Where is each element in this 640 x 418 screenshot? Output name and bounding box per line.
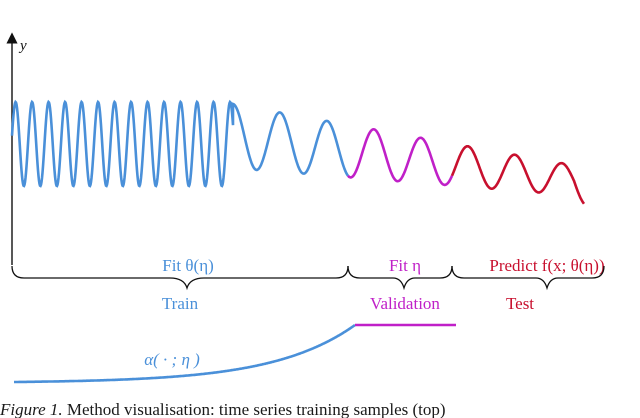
train-label: Train	[162, 294, 199, 313]
figure-caption-text: Method visualisation: time series traini…	[66, 400, 446, 418]
test-signal-series	[450, 145, 586, 205]
validation-label: Validation	[370, 294, 440, 313]
alpha-weight-curve	[14, 323, 356, 384]
fit-theta-label: Fit θ(η)	[162, 256, 214, 275]
test-brace	[451, 265, 605, 291]
train-signal-series	[10, 99, 349, 188]
figure-caption-label: Figure 1.	[0, 400, 63, 418]
train-brace	[11, 265, 349, 291]
test-label: Test	[506, 294, 534, 313]
fit-eta-label: Fit η	[389, 256, 421, 275]
y-axis-label: y	[18, 38, 27, 54]
alpha-label: α( · ; η )	[144, 350, 200, 369]
figure-caption: Figure 1. Method visualisation: time ser…	[0, 399, 640, 418]
validation-brace	[347, 265, 453, 291]
predict-label: Predict f(x; θ(η))	[489, 256, 604, 275]
validation-signal-series	[347, 127, 454, 187]
